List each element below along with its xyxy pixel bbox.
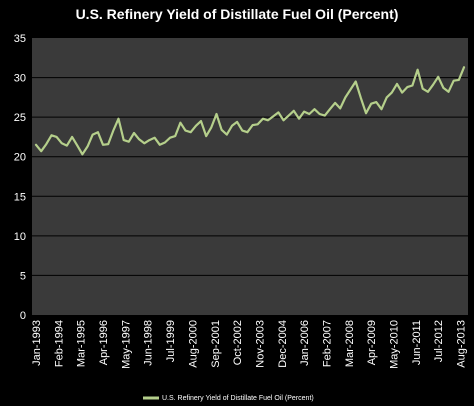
x-tick-label: Nov-2003 — [254, 320, 266, 368]
legend-label: U.S. Refinery Yield of Distillate Fuel O… — [162, 395, 314, 402]
x-tick-label: Feb-2007 — [321, 320, 333, 367]
y-tick-label: 20 — [14, 152, 26, 164]
plot-area — [32, 38, 468, 315]
x-tick-label: Mar-1995 — [76, 320, 88, 367]
chart-title: U.S. Refinery Yield of Distillate Fuel O… — [76, 6, 399, 22]
legend: U.S. Refinery Yield of Distillate Fuel O… — [143, 395, 314, 402]
x-tick-label: May-2010 — [389, 320, 401, 369]
x-tick-label: Jun-2011 — [411, 320, 423, 365]
x-tick-label: Jun-1998 — [143, 320, 155, 366]
x-tick-label: Sep-2001 — [210, 320, 222, 368]
x-tick-label: Jul-2012 — [433, 320, 445, 362]
x-tick-label: Dec-2004 — [277, 320, 289, 368]
x-tick-label: Aug-2000 — [187, 320, 199, 368]
x-tick-label: Jan-2006 — [299, 320, 311, 366]
y-axis-ticks: 0 5 10 15 20 25 30 35 — [14, 33, 26, 322]
x-tick-label: Oct-2002 — [232, 320, 244, 365]
x-tick-label: Feb-1994 — [53, 320, 65, 367]
gridlines — [32, 77, 468, 276]
x-tick-label: Aug-2013 — [456, 320, 468, 368]
y-tick-label: 5 — [20, 270, 26, 282]
y-tick-label: 25 — [14, 112, 26, 124]
series-layer — [34, 66, 466, 156]
y-tick-label: 10 — [14, 231, 26, 243]
y-tick-label: 0 — [20, 310, 26, 322]
y-tick-label: 30 — [14, 73, 26, 85]
x-axis-ticks: Jan-1993 Feb-1994 Mar-1995 Apr-1996 May-1997… — [31, 320, 468, 369]
series-line — [34, 66, 466, 156]
x-tick-label: Mar-2008 — [344, 320, 356, 367]
y-tick-label: 15 — [14, 191, 26, 203]
x-tick-label: May-1997 — [120, 320, 132, 369]
x-tick-label: Jul-1999 — [165, 320, 177, 362]
y-tick-label: 35 — [14, 33, 26, 45]
x-tick-label: Apr-1996 — [98, 320, 110, 365]
x-tick-label: Jan-1993 — [31, 320, 43, 366]
x-tick-label: Apr-2009 — [366, 320, 378, 365]
